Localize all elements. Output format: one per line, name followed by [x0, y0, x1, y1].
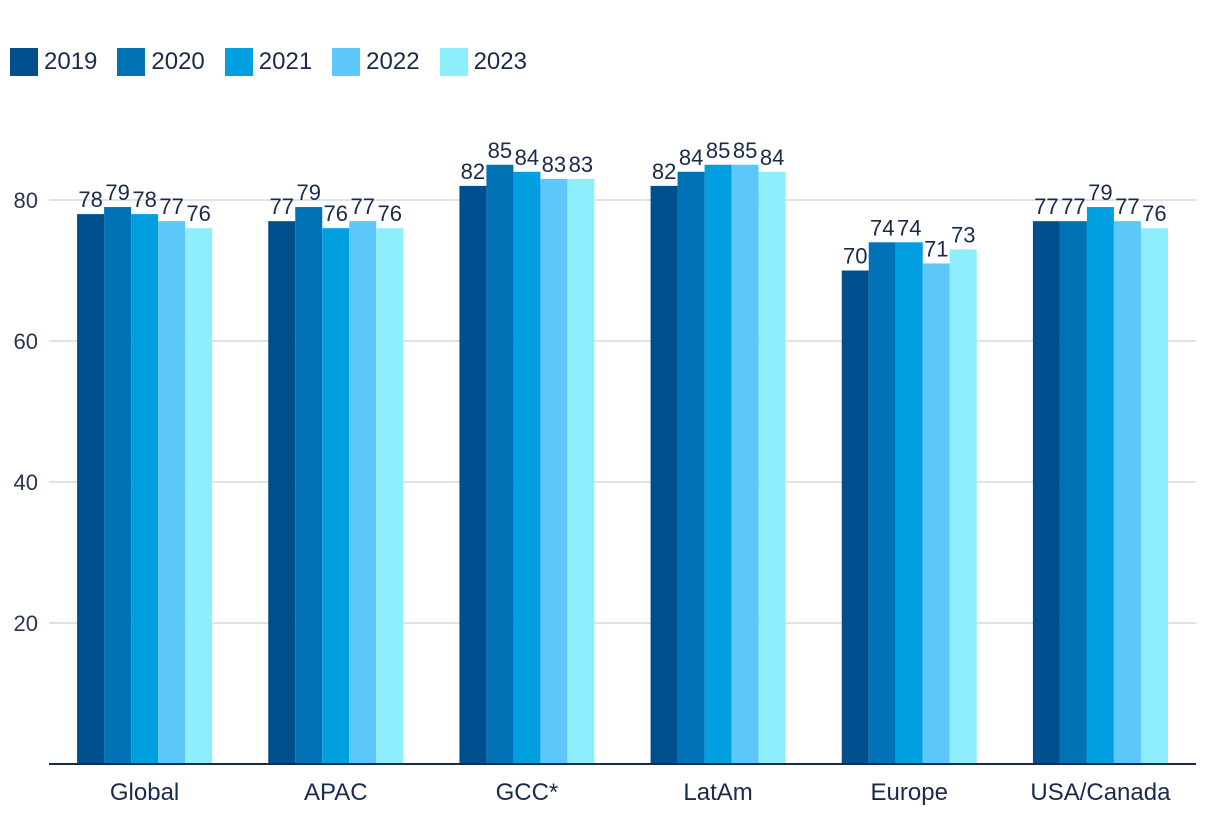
legend-label: 2020 [151, 48, 205, 75]
data-label: 77 [270, 194, 294, 219]
bar-Global-2022 [158, 221, 186, 764]
bar-LatAm-2022 [731, 164, 759, 764]
bar-APAC-2021 [322, 228, 350, 764]
legend-label: 2019 [44, 48, 98, 75]
legend-item-2022: 2022 [332, 48, 420, 76]
legend-swatch [117, 48, 146, 76]
legend-item-2021: 2021 [224, 48, 313, 76]
bar-APAC-2020 [295, 207, 323, 765]
bar-LatAm-2023 [758, 171, 786, 765]
data-label: 82 [652, 159, 676, 184]
bar-Global-2023 [185, 228, 213, 764]
bar-APAC-2019 [268, 221, 296, 764]
data-label: 78 [132, 187, 156, 212]
legend-swatch [224, 48, 253, 76]
data-label: 84 [515, 145, 539, 170]
axes: 20 40 60 80 Global APAC GCC* LatAm Europe USA/Can… [14, 188, 1196, 806]
bars [77, 164, 1168, 765]
data-label: 77 [351, 194, 375, 219]
bar-LatAm-2019 [650, 185, 678, 764]
data-label: 73 [951, 222, 975, 247]
bar-GCC*-2023 [567, 178, 595, 765]
bar-Europe-2022 [922, 263, 950, 764]
x-category-label: APAC [304, 779, 368, 806]
bar-APAC-2023 [376, 228, 404, 764]
legend-item-2019: 2019 [10, 48, 97, 76]
bar-Global-2021 [131, 214, 159, 765]
data-label: 82 [461, 159, 485, 184]
data-label: 84 [679, 145, 703, 170]
bar-Europe-2023 [949, 249, 977, 765]
bar-USA/Canada-2022 [1113, 221, 1141, 764]
bar-LatAm-2020 [677, 171, 705, 765]
bar-Europe-2019 [841, 270, 869, 764]
data-label: 83 [542, 152, 566, 177]
data-label: 78 [78, 187, 102, 212]
y-tick-label: 80 [14, 188, 38, 213]
data-label: 84 [760, 145, 784, 170]
data-label: 76 [324, 201, 348, 226]
data-label: 76 [186, 201, 210, 226]
chart-legend: 2019 2020 2021 2022 2023 [10, 46, 547, 78]
bar-USA/Canada-2020 [1059, 221, 1087, 764]
data-label: 85 [488, 138, 512, 163]
bar-Global-2020 [104, 207, 132, 765]
data-label: 71 [924, 236, 948, 261]
data-label: 76 [1142, 201, 1166, 226]
bar-USA/Canada-2021 [1086, 207, 1114, 765]
data-label: 70 [843, 244, 867, 269]
legend-label: 2021 [258, 48, 313, 75]
data-label: 77 [159, 194, 183, 219]
x-category-label: GCC* [496, 779, 559, 806]
bar-GCC*-2022 [540, 178, 568, 765]
data-label: 77 [1115, 194, 1139, 219]
x-category-label: LatAm [683, 779, 752, 806]
bar-Europe-2021 [895, 242, 923, 765]
bar-APAC-2022 [349, 221, 377, 764]
bar-GCC*-2019 [459, 185, 487, 764]
bar-USA/Canada-2023 [1140, 228, 1168, 764]
data-label: 77 [1034, 194, 1058, 219]
y-tick-label: 20 [14, 611, 38, 636]
gridlines [49, 199, 1196, 624]
bar-Europe-2020 [868, 242, 896, 765]
y-tick-label: 40 [14, 470, 38, 495]
legend-item-2023: 2023 [439, 48, 527, 76]
data-label: 85 [733, 138, 757, 163]
data-label: 83 [569, 152, 593, 177]
y-tick-label: 60 [14, 329, 38, 354]
data-label: 79 [1088, 180, 1112, 205]
data-label: 79 [297, 180, 321, 205]
legend-swatch [332, 48, 361, 76]
bar-GCC*-2021 [513, 171, 541, 765]
legend-label: 2023 [473, 48, 527, 75]
bar-GCC*-2020 [486, 164, 514, 764]
legend-swatch [10, 48, 38, 76]
legend-label: 2022 [366, 48, 420, 75]
data-label: 74 [897, 215, 921, 240]
legend-item-2020: 2020 [117, 48, 205, 76]
bar-LatAm-2021 [704, 164, 732, 764]
legend-swatch [439, 48, 468, 76]
data-label: 85 [706, 138, 730, 163]
data-label: 77 [1061, 194, 1085, 219]
bar-Global-2019 [77, 214, 105, 765]
data-label: 74 [870, 215, 894, 240]
x-category-label: Global [110, 779, 179, 806]
x-category-label: USA/Canada [1030, 779, 1171, 806]
x-category-label: Europe [871, 779, 948, 806]
data-label: 79 [105, 180, 129, 205]
data-label: 76 [378, 201, 402, 226]
bar-USA/Canada-2019 [1032, 221, 1060, 764]
